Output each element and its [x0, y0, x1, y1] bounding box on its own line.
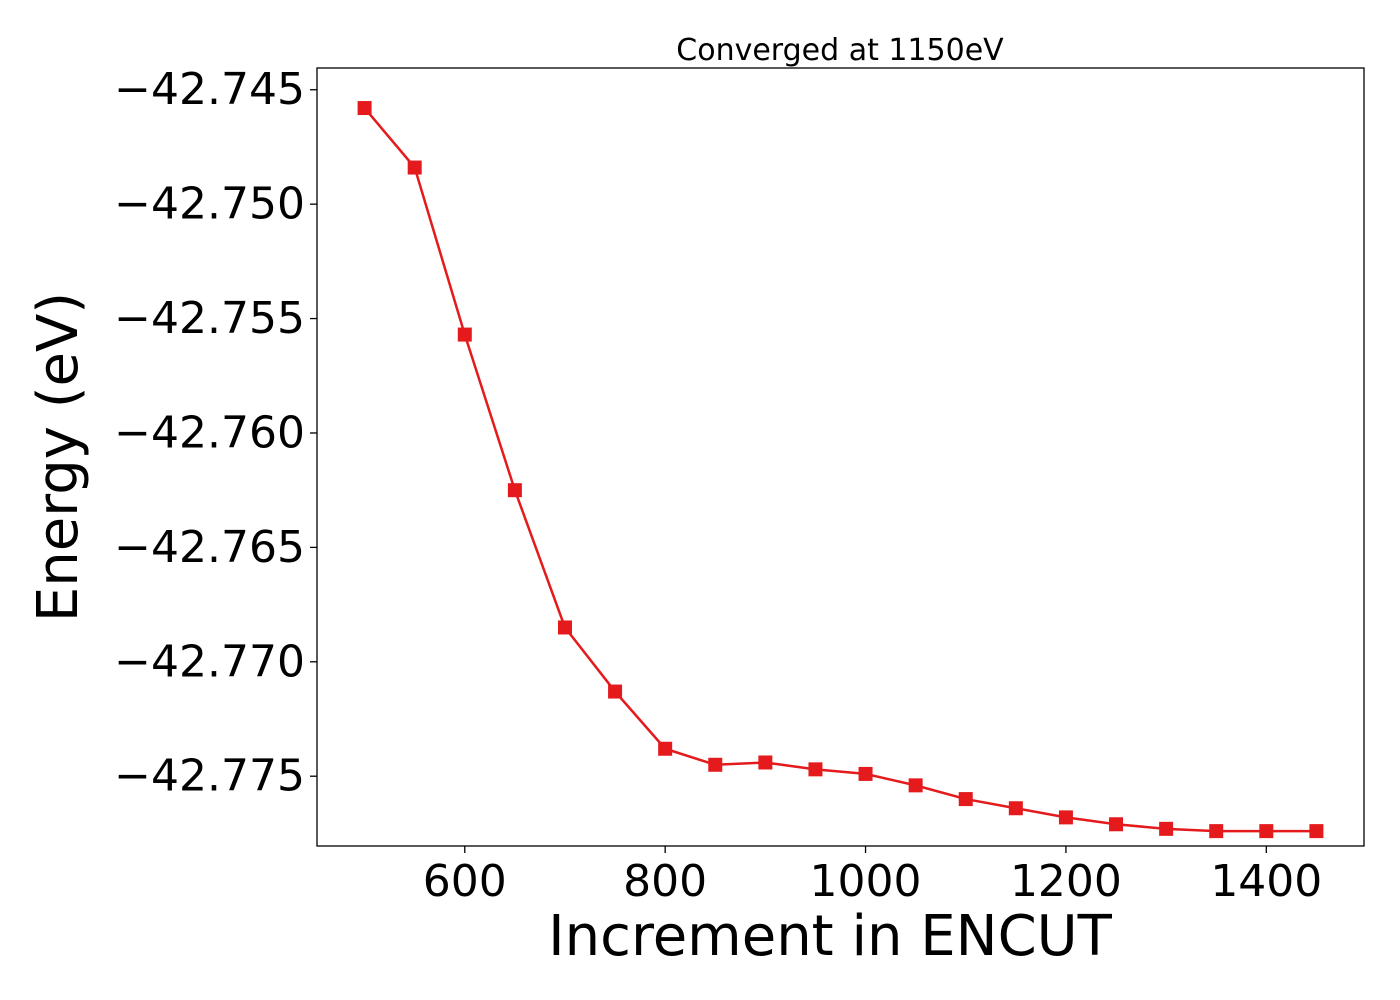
- data-point-marker: [407, 160, 422, 175]
- y-tick-label: −42.755: [114, 293, 305, 344]
- data-point-marker: [1109, 817, 1124, 832]
- x-tick-label: 1000: [810, 856, 922, 907]
- chart-title: Converged at 1150eV: [676, 33, 1004, 68]
- data-point-marker: [1058, 810, 1073, 825]
- y-tick-label: −42.775: [114, 751, 305, 802]
- data-point-marker: [1209, 824, 1224, 839]
- x-tick-label: 800: [623, 856, 707, 907]
- y-tick-label: −42.765: [114, 522, 305, 573]
- data-point-marker: [1259, 824, 1274, 839]
- y-tick-label: −42.760: [114, 407, 305, 458]
- data-point-marker: [758, 755, 773, 770]
- data-point-marker: [1159, 821, 1174, 836]
- data-point-marker: [507, 483, 522, 498]
- data-point-marker: [658, 741, 673, 756]
- x-tick-label: 1200: [1010, 856, 1122, 907]
- data-point-marker: [457, 327, 472, 342]
- data-point-marker: [357, 101, 372, 116]
- data-point-marker: [1008, 801, 1023, 816]
- y-axis-ticks: −42.745 −42.750 −42.755 −42.760 −42.765 −42.7…: [114, 64, 317, 802]
- x-axis-label: Increment in ENCUT: [548, 904, 1113, 969]
- y-axis-label: Energy (eV): [26, 292, 91, 622]
- data-point-marker: [958, 792, 973, 807]
- y-tick-label: −42.745: [114, 64, 305, 115]
- x-tick-label: 600: [423, 856, 507, 907]
- data-point-marker: [557, 620, 572, 635]
- series-line: [363, 107, 1317, 833]
- data-point-marker: [808, 762, 823, 777]
- data-point-marker: [608, 684, 623, 699]
- x-tick-label: 1400: [1210, 856, 1322, 907]
- y-tick-label: −42.750: [114, 179, 305, 230]
- plot-area-frame: [316, 67, 1365, 847]
- y-tick-label: −42.770: [114, 636, 305, 687]
- data-point-marker: [858, 766, 873, 781]
- x-axis-ticks: 600 800 1000 1200 1400: [423, 846, 1322, 907]
- data-point-marker: [908, 778, 923, 793]
- data-point-marker: [708, 757, 723, 772]
- data-point-marker: [1309, 824, 1324, 839]
- series-group: [357, 101, 1324, 839]
